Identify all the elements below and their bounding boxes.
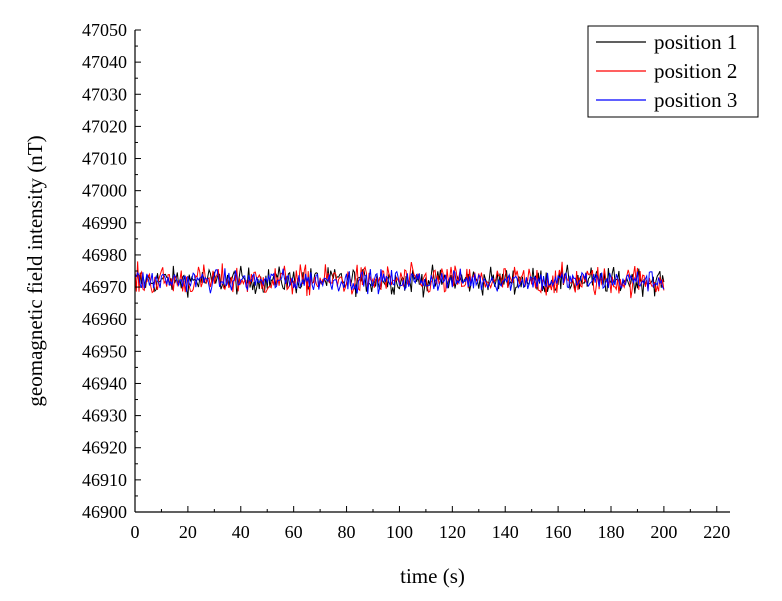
y-tick-label: 46920 <box>82 438 127 458</box>
y-tick-label: 47010 <box>82 149 127 169</box>
legend-label: position 3 <box>654 88 737 112</box>
y-tick-label: 46910 <box>82 470 127 490</box>
y-axis-ticks: 46900 46910 46920 46930 46940 46950 46960 46970… <box>82 20 141 522</box>
legend-label: position 1 <box>654 30 737 54</box>
legend-label: position 2 <box>654 59 737 83</box>
y-tick-label: 47000 <box>82 181 127 201</box>
y-tick-label: 47030 <box>82 84 127 104</box>
y-tick-label: 46960 <box>82 309 127 329</box>
x-tick-label: 220 <box>703 522 730 542</box>
x-tick-label: 180 <box>598 522 625 542</box>
y-axis-title: geomagnetic field intensity (nT) <box>23 135 47 406</box>
x-tick-label: 100 <box>386 522 413 542</box>
x-tick-label: 80 <box>338 522 356 542</box>
y-tick-label: 46930 <box>82 406 127 426</box>
x-axis-ticks: 0 20 40 60 80 100 120 140 160 180 200 220 <box>131 506 730 542</box>
y-tick-label: 46990 <box>82 213 127 233</box>
y-tick-label: 46940 <box>82 373 127 393</box>
x-axis-title: time (s) <box>400 564 465 588</box>
y-tick-label: 47020 <box>82 116 127 136</box>
y-tick-label: 46950 <box>82 341 127 361</box>
legend: position 1 position 2 position 3 <box>587 25 759 118</box>
x-tick-label: 20 <box>179 522 197 542</box>
y-tick-label: 46900 <box>82 502 127 522</box>
y-tick-label: 47040 <box>82 52 127 72</box>
x-tick-label: 40 <box>232 522 250 542</box>
y-tick-label: 46980 <box>82 245 127 265</box>
y-tick-label: 47050 <box>82 20 127 40</box>
series-line-3 <box>134 268 665 295</box>
x-tick-label: 60 <box>285 522 303 542</box>
x-tick-label: 140 <box>492 522 519 542</box>
plot-area <box>134 261 665 299</box>
x-tick-label: 120 <box>439 522 466 542</box>
y-tick-label: 46970 <box>82 277 127 297</box>
x-tick-label: 200 <box>650 522 677 542</box>
x-tick-label: 0 <box>131 522 140 542</box>
x-tick-label: 160 <box>545 522 572 542</box>
